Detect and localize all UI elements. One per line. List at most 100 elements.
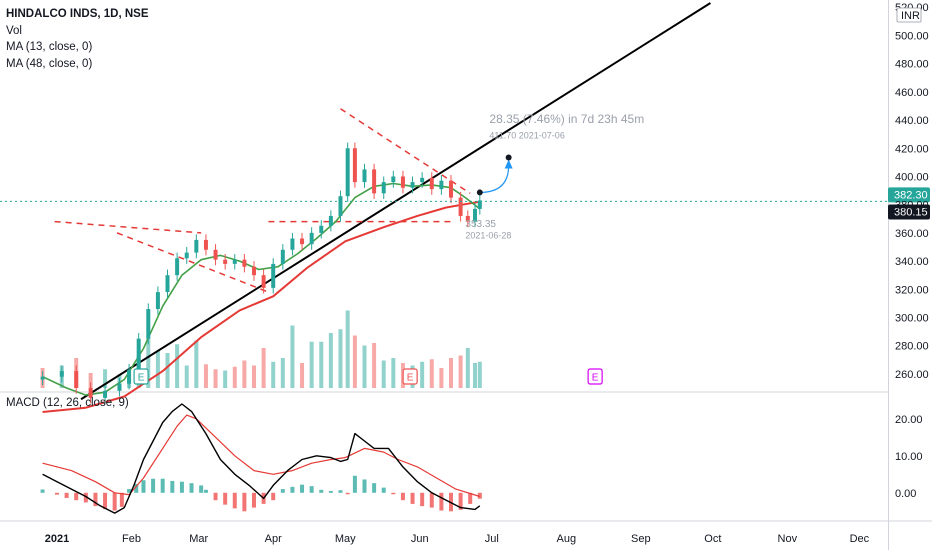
time-tick-label: 2021 (45, 533, 69, 545)
candle-body (448, 180, 453, 198)
candle-body (391, 176, 396, 183)
volume-bar (439, 368, 444, 388)
earnings-marker-label: E (592, 373, 599, 384)
macd-histogram-bar (410, 492, 415, 504)
macd-histogram-bar (280, 489, 285, 493)
volume-bar (213, 369, 218, 388)
indicator-ma48[interactable]: MA (48, close, 0) (6, 57, 93, 70)
candle-body (439, 180, 444, 190)
volume-bar (88, 373, 93, 388)
candle-body (232, 259, 237, 264)
macd-histogram-bar (352, 475, 357, 493)
macd-histogram-bar (309, 486, 314, 493)
volume-bar (155, 350, 160, 388)
volume-bar (345, 310, 350, 388)
candle-body (280, 249, 285, 264)
price-tag-label: 382.30 (894, 189, 928, 201)
macd-legend[interactable]: MACD (12, 26, close, 9) (6, 397, 129, 409)
macd-histogram-bar (271, 492, 276, 501)
candle-body (290, 238, 295, 250)
candle-body (261, 275, 266, 288)
time-tick-label: Oct (704, 533, 721, 545)
volume-bar (352, 335, 357, 388)
price-tick-label: 380.00 (895, 200, 929, 212)
macd-histogram-bar (391, 492, 396, 495)
candle-body (146, 309, 151, 339)
volume-bar (420, 361, 425, 388)
candle-body (338, 196, 343, 216)
macd-histogram-bar (345, 492, 350, 495)
candle-body (420, 177, 425, 183)
volume-bar (261, 348, 266, 388)
time-tick-label: Apr (265, 533, 282, 545)
volume-bar (175, 344, 180, 388)
macd-histogram-bar (251, 492, 256, 508)
volume-bar (194, 340, 199, 388)
macd-histogram-bar (74, 492, 79, 501)
projection-sublabel: 411.70 2021-07-06 (489, 130, 564, 140)
price-tick-label: 420.00 (895, 143, 929, 155)
volume-bar (232, 366, 237, 388)
volume-bar (362, 345, 367, 388)
price-tick-label: 260.00 (895, 369, 929, 381)
volume-bar (458, 355, 463, 388)
price-tick-label: 340.00 (895, 256, 929, 268)
candle-body (175, 258, 180, 276)
price-tag-box (888, 187, 930, 203)
candle-body (184, 252, 189, 259)
indicator-vol[interactable]: Vol (6, 24, 22, 37)
volume-bar (251, 365, 256, 388)
low-date-label: 2021-06-28 (465, 231, 511, 241)
price-tick-label: 280.00 (895, 341, 929, 353)
candle-body (194, 239, 199, 253)
indicator-ma13[interactable]: MA (13, close, 0) (6, 41, 93, 53)
projection-label: 28.35 (7.46%) in 7d 23h 45m (489, 112, 644, 126)
projection-end-dot (505, 154, 512, 161)
currency-badge (896, 7, 922, 23)
time-tick-label: Sep (631, 533, 651, 545)
volume-bar (242, 360, 247, 388)
low-price-label: 353.35 (465, 219, 496, 230)
macd-histogram-bar (55, 492, 59, 495)
candle-body (59, 371, 64, 377)
volume-bar (271, 361, 276, 388)
earnings-marker (402, 368, 418, 385)
candle-body (473, 208, 478, 222)
macd-histogram-bar (439, 492, 444, 511)
volume-bar (372, 343, 377, 388)
candle-body (477, 200, 482, 209)
time-tick-label: Jul (485, 533, 499, 545)
macd-histogram-bar (300, 484, 305, 493)
macd-histogram-bar (40, 489, 45, 493)
macd-histogram-bar (141, 480, 146, 493)
projection-arrow (479, 165, 510, 194)
price-tick-label: 440.00 (895, 115, 929, 127)
volume-bar (338, 329, 343, 388)
candle-body (165, 275, 170, 293)
earnings-marker-label: E (138, 373, 145, 384)
candle-body (465, 215, 470, 222)
macd-histogram-bar (160, 478, 165, 493)
macd-histogram-bar (213, 492, 218, 501)
candle-body (117, 383, 122, 391)
macd-histogram-bar (119, 492, 124, 507)
volume-bar (477, 361, 482, 388)
macd-histogram-bar (338, 490, 343, 493)
time-tick-label: May (335, 533, 356, 545)
volume-bar (146, 338, 151, 388)
chart-legend: HINDALCO INDS, 1D, NSE Vol MA (13, close… (6, 6, 149, 72)
candle-body (155, 292, 160, 310)
price-tick-label: 460.00 (895, 87, 929, 99)
macd-histogram-bar (362, 479, 367, 493)
candle-body (203, 239, 208, 250)
macd-histogram-bar (420, 492, 425, 507)
volume-bar (223, 370, 228, 388)
macd-signal-line (42, 414, 480, 498)
projection-arrowhead (504, 159, 513, 169)
macd-tick-label: 20.00 (895, 414, 923, 426)
macd-histogram-bar (381, 487, 386, 493)
volume-bar (429, 359, 434, 388)
chart-title: HINDALCO INDS, 1D, NSE (6, 8, 149, 20)
candle-body (458, 197, 463, 216)
